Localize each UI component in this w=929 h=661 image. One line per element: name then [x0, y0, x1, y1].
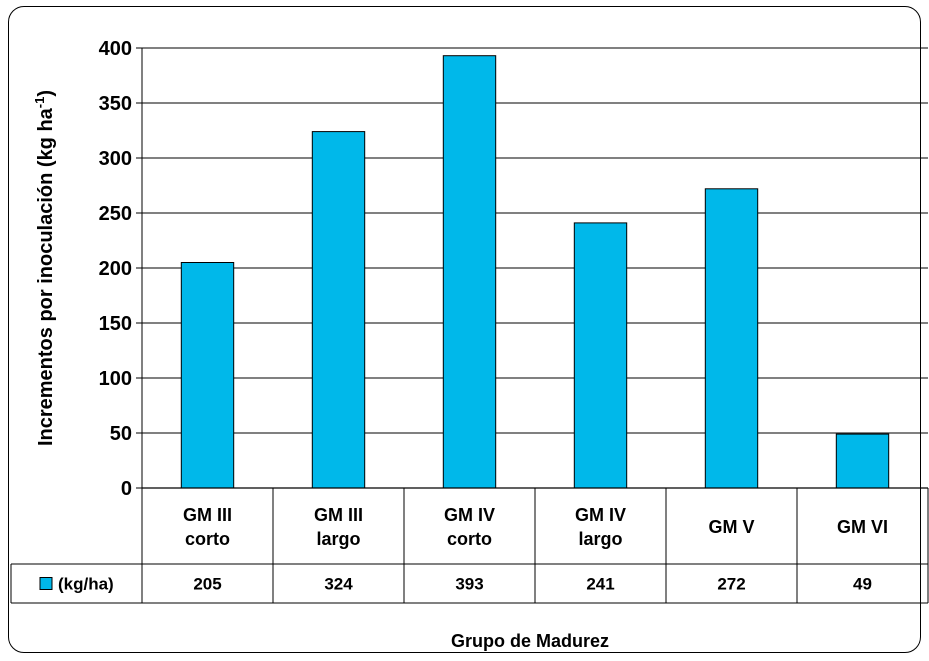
- category-label: GM IV: [575, 505, 626, 525]
- y-tick-label: 400: [99, 38, 132, 60]
- category-label: GM III: [183, 505, 232, 525]
- category-label: GM V: [708, 517, 754, 537]
- x-axis-label: Grupo de Madurez: [451, 631, 609, 651]
- data-label: 241: [586, 575, 614, 594]
- data-label: 272: [717, 575, 745, 594]
- bar: [835, 433, 890, 489]
- y-tick-label: 300: [99, 148, 132, 170]
- data-label: 324: [324, 575, 353, 594]
- category-label: corto: [185, 529, 230, 549]
- bar: [573, 222, 628, 489]
- data-label: 205: [193, 575, 221, 594]
- axes: [136, 47, 143, 489]
- gridlines: [142, 47, 928, 434]
- y-tick-label: 250: [99, 203, 132, 225]
- category-label: corto: [447, 529, 492, 549]
- bar: [180, 262, 235, 489]
- data-table: GM III corto GM III largo GM IV corto GM IV lar…: [10, 487, 929, 604]
- category-label: GM VI: [837, 517, 888, 537]
- chart-frame: [8, 6, 921, 653]
- y-tick-label: 200: [99, 258, 132, 280]
- category-label: GM III: [314, 505, 363, 525]
- y-axis-label-superscript: -1: [32, 97, 47, 109]
- y-tick-label: 100: [99, 368, 132, 390]
- category-label: largo: [316, 529, 360, 549]
- legend-key: [39, 577, 53, 590]
- y-axis-label: Incrementos por inoculación (kg ha-1): [32, 90, 57, 446]
- y-tick-label: 150: [99, 313, 132, 335]
- bar: [442, 55, 497, 489]
- data-label: 393: [455, 575, 483, 594]
- data-label: 49: [853, 575, 872, 594]
- y-tick-label: 0: [121, 478, 132, 500]
- category-label: largo: [578, 529, 622, 549]
- y-axis-label-end: ): [35, 90, 57, 97]
- y-tick-label: 50: [110, 423, 132, 445]
- y-tick-labels: 0 50 100 150 200 250 300 350 400: [99, 38, 132, 500]
- bar: [311, 131, 366, 489]
- y-tick-label: 350: [99, 93, 132, 115]
- bars: [180, 55, 890, 489]
- legend-label: (kg/ha): [58, 575, 114, 594]
- y-axis-label-main: Incrementos por inoculación (kg ha: [35, 107, 57, 446]
- bar: [704, 188, 759, 489]
- category-label: GM IV: [444, 505, 495, 525]
